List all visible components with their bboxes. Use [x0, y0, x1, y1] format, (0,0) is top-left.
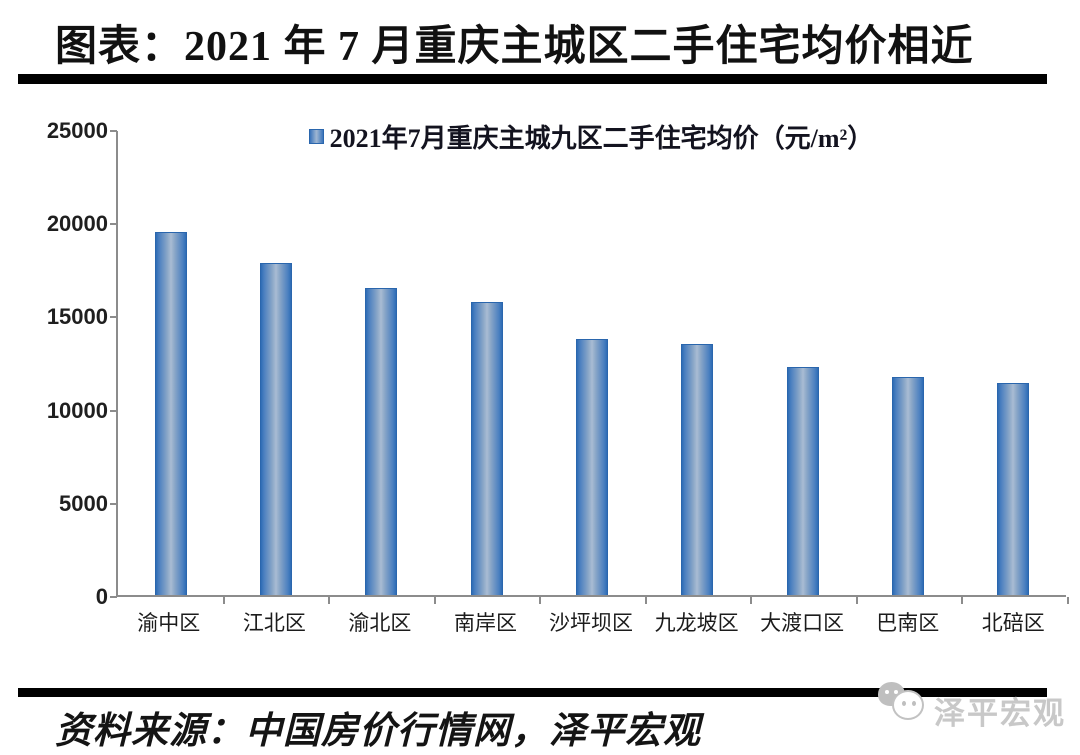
- x-axis-label: 九龙坡区: [654, 611, 739, 635]
- y-axis-tick-mark: [110, 502, 117, 505]
- bar-slot: [223, 131, 328, 595]
- x-axis-label: 南岸区: [453, 611, 517, 635]
- bar-slot: [750, 131, 855, 595]
- bar-slot: [434, 131, 539, 595]
- bar-slot: [855, 131, 960, 595]
- x-axis-tick-mark: [539, 597, 542, 604]
- bar-巴南区: [891, 376, 924, 595]
- x-axis-tick-mark: [750, 597, 753, 604]
- x-axis-tick-mark: [433, 597, 436, 604]
- y-axis-tick-mark: [110, 223, 117, 226]
- y-axis-tick-mark: [110, 596, 117, 598]
- x-axis-tick-mark: [222, 597, 225, 604]
- x-axis-tick-mark: [961, 597, 964, 604]
- x-axis-label: 大渡口区: [760, 611, 845, 635]
- legend-label: 2021年7月重庆主城九区二手住宅均价（元/m²）: [329, 124, 874, 153]
- bar-slot: [329, 131, 434, 595]
- y-axis-tick-mark: [110, 316, 117, 319]
- chart-legend: 2021年7月重庆主城九区二手住宅均价（元/m²）: [116, 118, 1066, 155]
- x-axis-label: 江北区: [242, 611, 306, 635]
- footer-rule: [18, 688, 1047, 697]
- chat-face-icon: [892, 690, 924, 720]
- y-axis-tick-label: 5000: [59, 490, 108, 516]
- y-axis-tick-label: 0: [95, 584, 108, 609]
- title-underline: [18, 74, 1047, 84]
- bar-北碚区: [997, 382, 1030, 595]
- bar-slot: [645, 131, 750, 595]
- bar-slot: [961, 131, 1066, 595]
- brand-watermark: 泽平宏观: [876, 682, 1066, 732]
- x-axis-label: 沙坪坝区: [549, 611, 634, 635]
- y-axis-tick-label: 10000: [46, 397, 108, 423]
- bar-渝北区: [365, 288, 398, 595]
- y-axis-tick-mark: [110, 130, 117, 132]
- bar-九龙坡区: [681, 344, 714, 595]
- page-title: 图表：2021 年 7 月重庆主城区二手住宅均价相近: [55, 24, 974, 70]
- y-axis-tick-label: 20000: [46, 211, 108, 237]
- y-axis-tick-mark: [110, 409, 117, 412]
- bar-南岸区: [470, 302, 503, 595]
- x-axis-tick-mark: [644, 597, 647, 604]
- x-axis-label: 渝中区: [137, 611, 201, 635]
- watermark-label: 泽平宏观: [934, 696, 1066, 731]
- y-axis-tick-label: 25000: [46, 118, 108, 143]
- x-axis-label: 渝北区: [348, 611, 412, 635]
- x-axis-label: 北碚区: [981, 611, 1045, 635]
- plot-area: 25000 20000 15000 10000 5000 0: [47, 120, 1069, 608]
- bar-江北区: [259, 263, 292, 595]
- source-note: 资料来源：中国房价行情网，泽平宏观: [55, 711, 701, 752]
- bar-slot: [539, 131, 644, 595]
- x-axis-tick-mark: [855, 597, 858, 604]
- bar-渝中区: [154, 231, 187, 595]
- x-axis-labels: 渝中区 江北区 渝北区 南岸区 沙坪坝区 九龙坡区 大渡口区 巴南区 北碚区: [116, 607, 1066, 637]
- x-axis-tick-mark: [1067, 597, 1069, 604]
- y-axis-tick-label: 15000: [46, 304, 108, 330]
- bar-沙坪坝区: [575, 338, 608, 595]
- x-axis-label: 巴南区: [876, 611, 940, 635]
- bar-slot: [118, 131, 223, 595]
- bar-series: [118, 131, 1066, 595]
- bar-大渡口区: [786, 366, 819, 595]
- x-axis-tick-mark: [328, 597, 331, 604]
- legend-marker-icon: [308, 129, 324, 144]
